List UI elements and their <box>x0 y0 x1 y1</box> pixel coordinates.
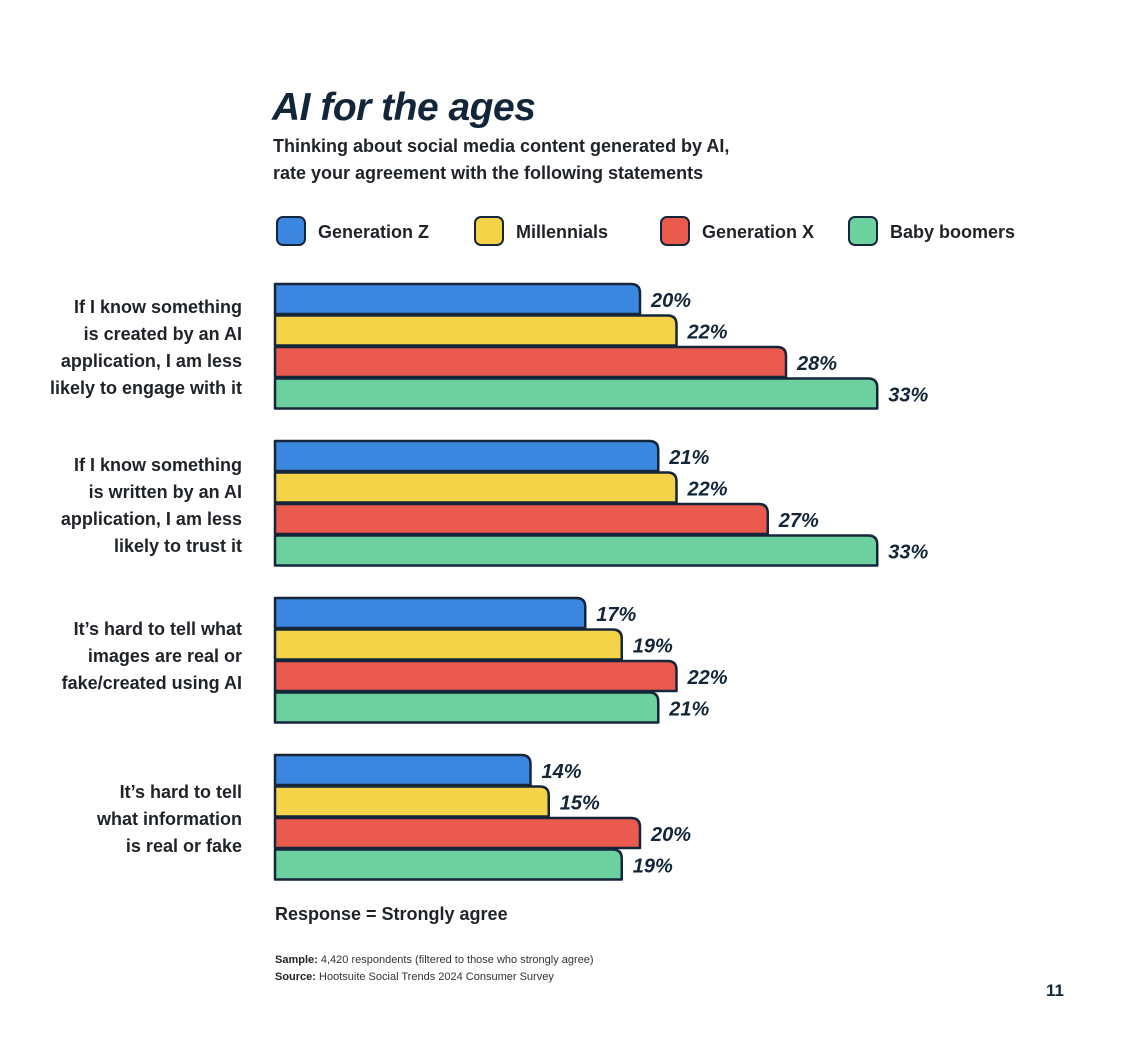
legend-label: Generation X <box>702 222 815 242</box>
category-label-line: It’s hard to tell <box>119 782 242 802</box>
chart-title: AI for the ages <box>272 86 536 129</box>
category-label-line: It’s hard to tell what <box>73 619 242 639</box>
bar-generation-x <box>273 659 678 693</box>
category-label-line: is created by an AI <box>83 324 242 344</box>
data-label: 21% <box>668 447 709 469</box>
data-label: 22% <box>687 479 728 501</box>
source-label: Source: <box>275 971 316 983</box>
data-label: 28% <box>796 353 837 375</box>
category-label-line: likely to engage with it <box>49 378 242 398</box>
data-label: 22% <box>687 667 728 689</box>
legend-swatch <box>474 216 504 246</box>
legend-label: Millennials <box>516 222 609 242</box>
sample-text: 4,420 respondents (filtered to those who… <box>320 954 594 966</box>
bar-millennials <box>273 628 623 661</box>
category-label-line: what information <box>97 809 242 829</box>
bar-generation-x <box>273 345 788 379</box>
bar-baby-boomers <box>273 848 623 881</box>
bar-baby-boomers <box>273 534 879 567</box>
bar-generation-z <box>273 282 642 316</box>
bar-generation-z <box>273 596 587 630</box>
category-label-line: fake/created using AI <box>61 673 242 693</box>
subtitle-line: rate your agreement with the following s… <box>273 163 704 183</box>
data-label: 17% <box>596 604 636 626</box>
category-label-line: If I know something <box>73 297 242 317</box>
bar-generation-x <box>273 502 769 536</box>
category-label-line: If I know something <box>73 455 242 475</box>
data-label: 22% <box>687 322 728 344</box>
data-label: 21% <box>668 699 709 721</box>
category-label-line: is real or fake <box>125 836 242 856</box>
data-label: 27% <box>778 510 819 532</box>
bar-generation-x <box>273 816 642 850</box>
category-label-line: images are real or <box>87 646 242 666</box>
source-text: Hootsuite Social Trends 2024 Consumer Su… <box>319 971 554 983</box>
data-label: 20% <box>650 824 691 846</box>
sample-label: Sample: <box>275 954 318 966</box>
category-label: It’s hard to tell what images are real o… <box>20 616 242 697</box>
legend-swatch <box>276 216 306 246</box>
bar-baby-boomers <box>273 377 879 410</box>
legend-label: Generation Z <box>318 222 430 242</box>
legend-swatch <box>660 216 690 246</box>
source-note: Source: Hootsuite Social Trends 2024 Con… <box>275 971 554 983</box>
sample-note: Sample: 4,420 respondents (filtered to t… <box>275 954 594 966</box>
response-note: Response = Strongly agree <box>275 904 508 924</box>
category-label-line: application, I am less <box>60 351 242 371</box>
bar-generation-z <box>273 439 660 473</box>
data-label: 33% <box>888 385 928 407</box>
bar-generation-z <box>273 753 532 787</box>
category-label-line: likely to trust it <box>113 536 242 556</box>
legend-swatch <box>848 216 878 246</box>
bar-millennials <box>273 785 550 818</box>
subtitle-line: Thinking about social media content gene… <box>273 136 730 156</box>
data-label: 19% <box>633 636 673 658</box>
legend-label: Baby boomers <box>890 222 1016 242</box>
data-label: 33% <box>888 542 928 564</box>
data-label: 20% <box>650 290 691 312</box>
category-label: If I know something is created by an AI … <box>20 294 242 402</box>
bar-baby-boomers <box>273 691 660 724</box>
data-label: 15% <box>560 793 600 815</box>
category-label-line: application, I am less <box>60 509 242 529</box>
data-label: 14% <box>542 761 582 783</box>
category-label: It’s hard to tell what information is re… <box>20 779 242 860</box>
page-number: 11 <box>1046 981 1064 1000</box>
legend: Generation Z Millennials Generation X Ba… <box>276 216 1046 252</box>
category-label-line: is written by an AI <box>88 482 242 502</box>
bar-millennials <box>273 314 678 347</box>
data-label: 19% <box>633 856 673 878</box>
category-label: If I know something is written by an AI … <box>20 452 242 560</box>
chart-subtitle: Thinking about social media content gene… <box>273 133 729 187</box>
bar-millennials <box>273 471 678 504</box>
